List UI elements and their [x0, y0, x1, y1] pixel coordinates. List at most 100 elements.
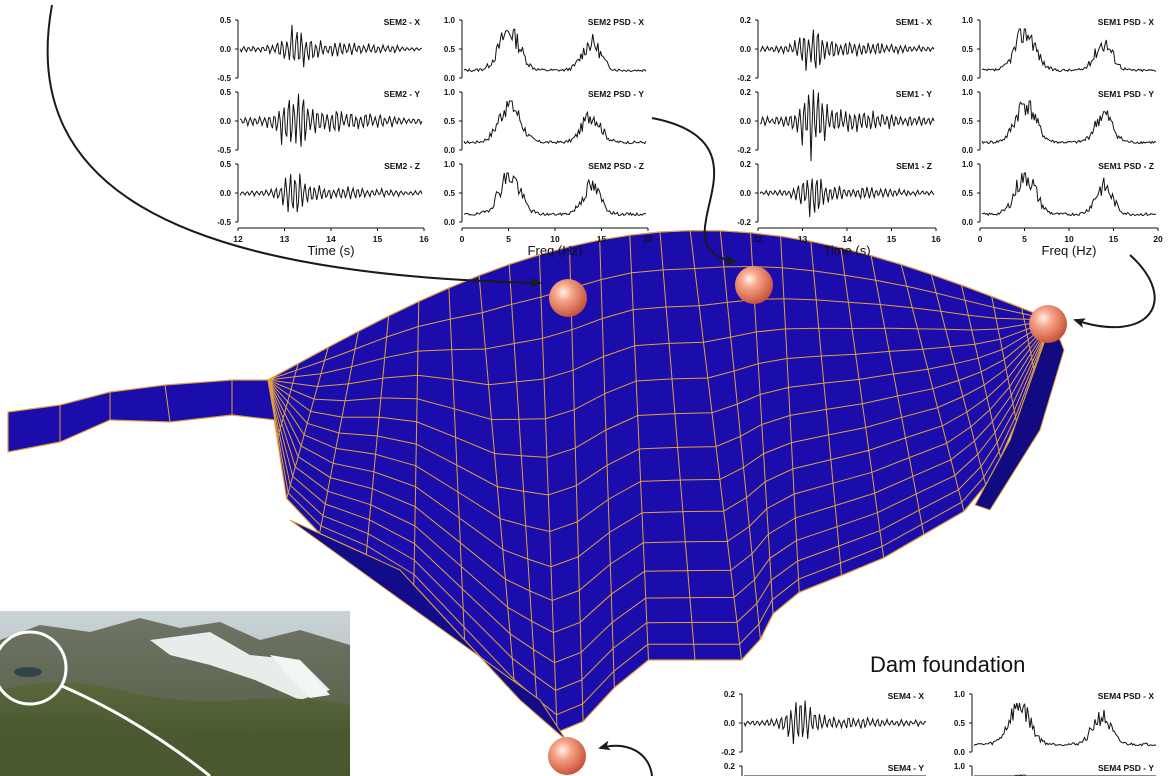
y-tick-label: 0.0 — [962, 218, 974, 227]
time-panel-title: SEM2 - X — [384, 17, 421, 27]
arrows — [46, 4, 1156, 776]
x-tick-label: 5 — [506, 234, 511, 244]
psd-trace — [973, 702, 1157, 747]
time-panel-title: SEM1 - Z — [896, 161, 932, 171]
x-tick-label: 14 — [326, 234, 336, 244]
y-tick-label: 0.0 — [220, 45, 232, 54]
site-photo — [0, 611, 350, 776]
y-tick-label: 1.0 — [444, 16, 456, 25]
psd-panel-title: SEM4 PSD - X — [1098, 691, 1155, 701]
x-tick-label: 13 — [280, 234, 290, 244]
y-tick-label: 0.0 — [962, 74, 974, 83]
x-tick-label: 16 — [931, 234, 941, 244]
dam-flank — [974, 318, 1065, 511]
sensor-crest-left — [549, 279, 587, 317]
psd-panel-title: SEM2 PSD - Z — [588, 161, 644, 171]
y-tick-label: -0.2 — [737, 146, 751, 155]
dam-wing-lines — [59, 380, 233, 442]
x-tick-label: 15 — [597, 234, 607, 244]
psd-trace — [463, 172, 647, 217]
y-tick-label: 0.0 — [740, 189, 752, 198]
y-tick-label: 0.0 — [444, 146, 456, 155]
psd-panel-title: SEM1 PSD - Z — [1098, 161, 1154, 171]
time-trace — [239, 93, 423, 147]
psd-trace — [981, 100, 1157, 145]
y-tick-label: 0.5 — [962, 189, 974, 198]
arrow-sem1-to-abutment — [1073, 254, 1156, 329]
x-tick-label: 13 — [798, 234, 808, 244]
y-tick-label: 0.2 — [740, 16, 752, 25]
y-tick-label: 0.5 — [444, 189, 456, 198]
psd-panel-title: SEM1 PSD - Y — [1098, 89, 1154, 99]
dam-foundation-label: Dam foundation — [870, 652, 1026, 677]
time-panel-title: SEM2 - Z — [384, 161, 420, 171]
time-trace — [759, 178, 935, 218]
sensor-crest-center — [735, 266, 773, 304]
x-axis-label: Freq (Hz) — [1042, 243, 1097, 258]
time-panel-title: SEM1 - Y — [896, 89, 933, 99]
sensor-foundation — [548, 737, 586, 775]
y-tick-label: 0.0 — [444, 218, 456, 227]
arrow-sem2-to-crest — [651, 117, 737, 265]
y-tick-label: 0.5 — [444, 117, 456, 126]
x-tick-label: 15 — [887, 234, 897, 244]
sensor-abutment-right — [1029, 305, 1067, 343]
y-tick-label: 0.2 — [740, 88, 752, 97]
y-tick-label: 0.5 — [220, 16, 232, 25]
psd-panel-title: SEM4 PSD - Y — [1098, 763, 1154, 773]
x-tick-label: 15 — [373, 234, 383, 244]
y-tick-label: 0.5 — [220, 160, 232, 169]
x-tick-label: 12 — [753, 234, 763, 244]
y-tick-label: 0.5 — [962, 117, 974, 126]
y-tick-label: 0.2 — [740, 160, 752, 169]
x-tick-label: 15 — [1109, 234, 1119, 244]
y-tick-label: 0.5 — [220, 88, 232, 97]
psd-panel-title: SEM1 PSD - X — [1098, 17, 1155, 27]
plot-panels: 0.5 0.0 -0.5 SEM2 - X 0.5 0.0 -0.5 SEM2 - Y 0.5 0… — [217, 16, 1163, 776]
y-tick-label: 1.0 — [962, 160, 974, 169]
psd-trace — [463, 100, 647, 145]
x-tick-label: 14 — [842, 234, 852, 244]
time-trace — [239, 173, 423, 213]
y-tick-label: -0.5 — [217, 74, 231, 83]
psd-panel-title: SEM2 PSD - Y — [588, 89, 644, 99]
x-tick-label: 20 — [1153, 234, 1163, 244]
y-tick-label: 0.0 — [220, 117, 232, 126]
x-tick-label: 20 — [643, 234, 653, 244]
y-tick-label: 0.0 — [740, 117, 752, 126]
x-tick-label: 0 — [978, 234, 983, 244]
y-tick-label: 0.0 — [220, 189, 232, 198]
y-tick-label: 0.2 — [724, 762, 736, 771]
x-tick-label: 10 — [1064, 234, 1074, 244]
y-tick-label: 0.0 — [954, 748, 966, 757]
time-panel-title: SEM1 - X — [896, 17, 933, 27]
x-axis-label: Freq (Hz) — [528, 243, 583, 258]
y-tick-label: 0.5 — [954, 719, 966, 728]
y-tick-label: 0.0 — [724, 719, 736, 728]
time-panel-title: SEM4 - Y — [888, 763, 925, 773]
x-axis-label: Time (s) — [307, 243, 354, 258]
y-tick-label: 1.0 — [962, 88, 974, 97]
dam-wing — [7, 379, 276, 453]
y-tick-label: -0.5 — [217, 146, 231, 155]
y-tick-label: 1.0 — [444, 160, 456, 169]
time-panel-title: SEM2 - Y — [384, 89, 421, 99]
y-tick-label: -0.2 — [721, 748, 735, 757]
y-tick-label: -0.5 — [217, 218, 231, 227]
psd-panel-title: SEM2 PSD - X — [588, 17, 645, 27]
psd-trace — [981, 172, 1157, 217]
x-tick-label: 5 — [1022, 234, 1027, 244]
y-tick-label: 0.2 — [724, 690, 736, 699]
time-trace — [759, 89, 935, 162]
x-tick-label: 0 — [460, 234, 465, 244]
x-tick-label: 16 — [419, 234, 429, 244]
y-tick-label: 1.0 — [954, 690, 966, 699]
sensors — [548, 266, 1067, 775]
dam-mesh — [7, 229, 1065, 741]
y-tick-label: 0.5 — [962, 45, 974, 54]
psd-trace — [463, 28, 647, 73]
x-tick-label: 10 — [550, 234, 560, 244]
photo-highlight-circle — [0, 630, 68, 706]
arrow-top-left — [46, 4, 542, 288]
